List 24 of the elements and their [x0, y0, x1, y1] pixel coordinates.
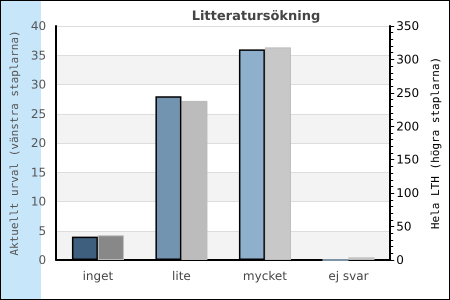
y2-tick-label: 350 — [396, 19, 420, 33]
y-tick-label: 5 — [38, 224, 46, 238]
y2-tick-label: 50 — [396, 220, 412, 234]
y-tick-label: 10 — [30, 194, 46, 208]
y-tick-label: 20 — [30, 136, 46, 150]
y-tick-label: 35 — [30, 48, 46, 62]
y-tick-label: 25 — [30, 106, 46, 121]
y2-tick-label: 100 — [396, 186, 420, 200]
chart-title: Litteratursökning — [192, 9, 320, 24]
y2-axis-title: Hela LTH (högra staplarna) — [429, 56, 442, 230]
y2-tick-label: 250 — [396, 86, 420, 100]
y2-tick-label: 200 — [396, 119, 420, 134]
y-tick-label: 30 — [30, 78, 46, 92]
y2-tick-label: 0 — [396, 253, 404, 267]
y2-tick-label: 150 — [396, 152, 420, 167]
x-tick-label: inget — [82, 269, 114, 283]
y-tick-label: 40 — [30, 19, 46, 33]
y-axis-title: Aktuellt urval (vänstra staplarna) — [8, 30, 21, 256]
x-tick-label: lite — [172, 269, 191, 283]
y2-tick-label: 300 — [396, 52, 420, 66]
x-tick-label: mycket — [242, 269, 288, 283]
y-tick-label: 0 — [38, 253, 46, 267]
y-tick-label: 15 — [30, 165, 46, 180]
x-tick-label: ej svar — [328, 269, 369, 283]
